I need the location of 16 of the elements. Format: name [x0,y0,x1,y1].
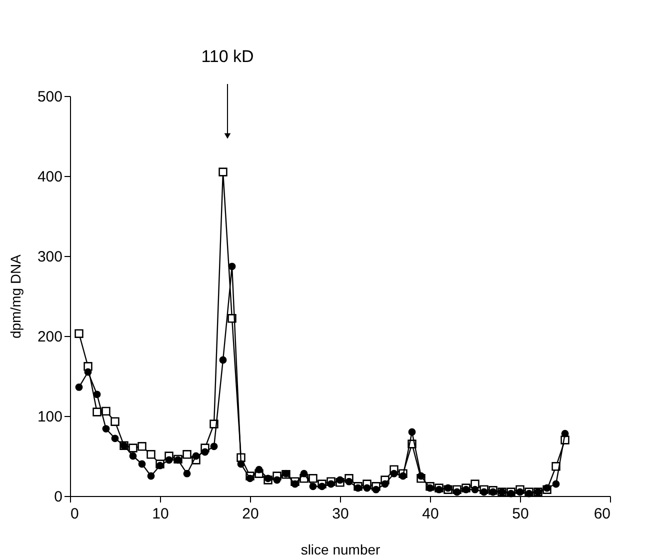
x-tick-label: 30 [332,506,349,522]
y-tick-label: 0 [54,488,62,506]
y-tick-label: 400 [37,168,62,186]
y-tick-label: 200 [37,328,62,346]
y-tick-label: 100 [37,408,62,426]
x-tick-label: 10 [152,506,169,522]
y-tick-label: 500 [37,88,62,106]
x-axis-title: slice number [300,542,381,556]
x-tick-label: 0 [70,506,79,522]
x-tick-label: 20 [242,506,259,522]
y-axis-title: dpm/mg DNA [7,254,24,339]
x-tick-label: 60 [594,506,610,522]
y-tick-label: 300 [37,248,62,266]
annotation: 110 kD [201,47,254,66]
x-tick-label: 50 [512,506,529,522]
x-tick-label: 40 [422,506,439,522]
